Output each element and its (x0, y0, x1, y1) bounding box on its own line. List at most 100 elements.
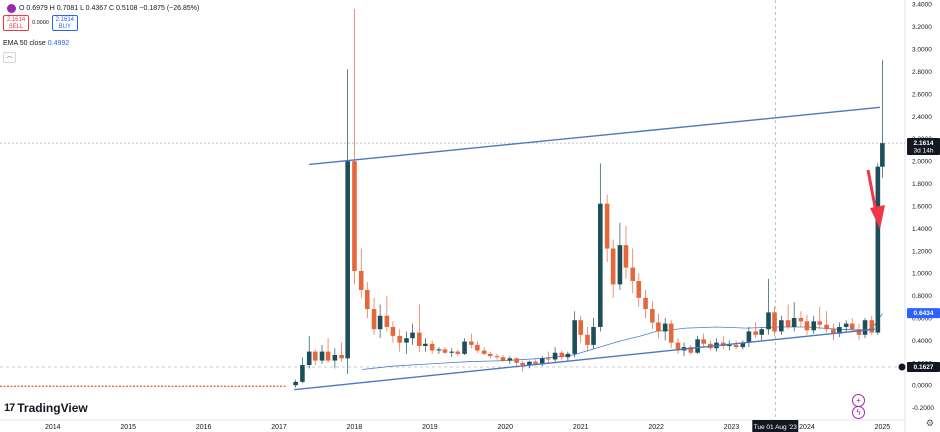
x-tick-label: 2020 (498, 424, 514, 431)
x-tick-label: 2015 (120, 424, 136, 431)
x-tick-label: 2022 (648, 424, 664, 431)
candle-body (591, 326, 596, 345)
candle-body (598, 203, 603, 327)
crosshair-date-badge: Tue 01 Aug '23 (754, 424, 798, 431)
ema-line (361, 313, 883, 370)
candle-body (462, 341, 467, 354)
candle-body (869, 320, 875, 333)
candle-body (293, 381, 298, 386)
candle-body (604, 203, 610, 249)
candle-body (552, 352, 558, 360)
y-tick-label: 1.0000 (912, 271, 932, 278)
candle-body (384, 315, 390, 327)
candle-body (610, 248, 616, 285)
candle-body (617, 245, 623, 285)
candle-body (559, 352, 565, 358)
candle-body (726, 344, 732, 347)
candle-body (675, 342, 681, 351)
candle-body (364, 289, 370, 310)
tradingview-mark-icon: 17 (4, 402, 15, 414)
candle-body (345, 161, 350, 359)
candle-body (656, 322, 661, 332)
x-tick-label: 2016 (196, 424, 212, 431)
candle-body (862, 320, 868, 335)
candle-body (831, 329, 836, 334)
candle-body (585, 334, 590, 345)
ema-legend[interactable]: EMA 50 close 0.4992 (3, 40, 69, 47)
candle-body (668, 323, 674, 343)
buy-button[interactable]: 2.1614 BUY (51, 15, 78, 31)
candle-body (572, 320, 577, 354)
candle-body (481, 350, 487, 354)
candle-body (759, 329, 765, 335)
crosshair-price-badge-bg (907, 361, 940, 372)
candle-body (849, 323, 855, 330)
buy-price: 2.1614 (55, 17, 74, 23)
x-tick-label: 2018 (347, 424, 363, 431)
spread-value: 0.0000 (32, 20, 49, 26)
candle-body (514, 358, 519, 363)
candle-body (520, 362, 525, 366)
candle-body (494, 356, 500, 358)
candle-body (339, 354, 344, 359)
candle-body (397, 335, 403, 343)
sell-button[interactable]: 2.1614 SELL (3, 15, 29, 31)
x-tick-label: 2023 (724, 424, 740, 431)
ema-price-badge: 0.6434 (914, 310, 934, 317)
y-tick-label: 3.4000 (912, 2, 932, 9)
ema-label: EMA 50 close (3, 40, 46, 47)
candle-body (410, 332, 415, 339)
y-tick-label: 3.0000 (912, 47, 932, 54)
candle-body (701, 339, 706, 344)
candle-body (358, 270, 364, 290)
gear-icon[interactable]: ⚙ (925, 418, 934, 428)
candle-body (740, 342, 746, 348)
ema-price-badge-bg (907, 308, 940, 319)
candle-body (791, 317, 797, 327)
y-tick-label: 2.0000 (912, 159, 932, 166)
y-tick-label: 0.4000 (912, 338, 932, 345)
y-tick-label: 2.8000 (912, 69, 932, 76)
candle-body (442, 349, 448, 353)
candle-body (766, 312, 771, 330)
candle-body (377, 315, 383, 330)
candle-body (643, 297, 648, 310)
candle-body (630, 267, 636, 282)
candle-body (306, 351, 312, 366)
symbol-icon[interactable] (7, 4, 16, 13)
ema-value: 0.4992 (47, 40, 70, 47)
candle-body (332, 354, 338, 361)
candle-body (578, 320, 584, 335)
candle-body (837, 326, 842, 334)
candle-body (436, 349, 442, 351)
collapse-icon[interactable]: ︿ (3, 52, 16, 63)
upper-trendline (309, 106, 881, 166)
candle-body (565, 353, 571, 358)
candle-body (417, 332, 422, 347)
x-tick-label: 2024 (799, 424, 815, 431)
y-tick-label: 1.2000 (912, 248, 932, 255)
candle-body (779, 320, 784, 332)
candle-body (404, 338, 409, 343)
y-tick-label: 0.6000 (912, 315, 932, 322)
lower-trendline (294, 328, 875, 391)
candle-body (650, 309, 655, 323)
tradingview-logo[interactable]: 17 TradingView (4, 401, 88, 415)
candle-body (429, 343, 435, 351)
candle-body (527, 361, 532, 366)
crosshair-price-badge: 0.1627 (914, 364, 934, 371)
candle-body (312, 351, 318, 361)
candle-body (746, 331, 752, 343)
y-tick-label: -0.2000 (912, 405, 934, 412)
y-tick-label: 1.6000 (912, 203, 932, 210)
candle-body (475, 344, 480, 351)
lightning-icon[interactable]: ϟ (852, 406, 865, 419)
x-tick-label: 2021 (573, 424, 589, 431)
candle-body (875, 166, 881, 333)
candle-body (300, 365, 305, 382)
down-arrow-shaft (866, 169, 878, 213)
buy-label: BUY (58, 24, 71, 30)
last-price-badge: 3d 14h (914, 148, 934, 155)
y-tick-label: 2.4000 (912, 114, 932, 121)
